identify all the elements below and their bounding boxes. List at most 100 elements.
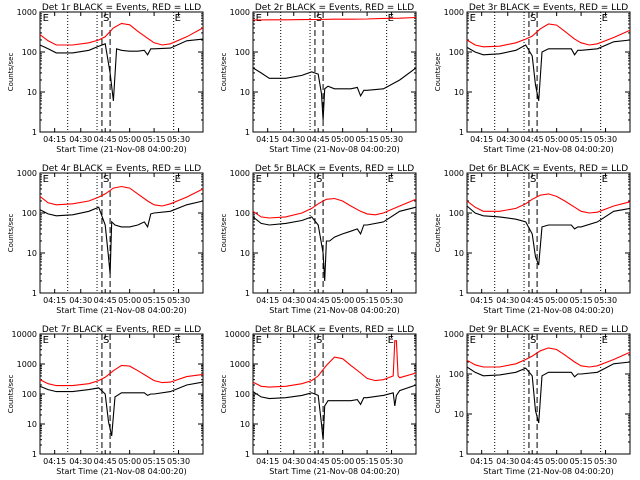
x-tick-label: 05:15 xyxy=(356,457,379,466)
event-marker-e: E xyxy=(43,335,49,346)
events-series-line xyxy=(252,67,417,121)
x-tick-label: 04:30 xyxy=(496,296,519,305)
x-tick-label: 04:45 xyxy=(521,457,544,466)
y-tick-label: 10 xyxy=(27,88,37,97)
y-tick-label: 10 xyxy=(240,420,250,429)
x-axis-label: Start Time (21-Nov-08 04:00:20) xyxy=(483,467,613,476)
y-tick-label: 1000 xyxy=(230,360,250,369)
x-axis-label: Start Time (21-Nov-08 04:00:20) xyxy=(483,145,613,154)
x-tick-label: 04:45 xyxy=(307,296,330,305)
y-tick-label: 1 xyxy=(32,450,37,459)
y-tick-label: 1000 xyxy=(17,169,37,178)
x-tick-label: 05:30 xyxy=(380,135,403,144)
plot-frame xyxy=(466,172,631,294)
x-tick-label: 04:45 xyxy=(94,457,117,466)
x-axis-label: Start Time (21-Nov-08 04:00:20) xyxy=(56,145,186,154)
y-tick-label: 100 xyxy=(235,48,250,57)
plot-frame xyxy=(39,333,204,455)
y-tick-label: 1000 xyxy=(17,8,37,17)
event-marker-e: E xyxy=(388,335,394,346)
y-axis-label: Counts/sec xyxy=(7,53,15,92)
y-tick-label: 1 xyxy=(245,289,250,298)
x-tick-label: 05:30 xyxy=(167,296,190,305)
event-marker-e: E xyxy=(602,13,608,24)
event-marker-e: E xyxy=(175,174,181,185)
event-marker-e: E xyxy=(256,174,262,185)
panel-title: Det 5r BLACK = Events, RED = LLD xyxy=(255,164,414,174)
events-series-line xyxy=(466,361,631,424)
y-axis-label: Counts/sec xyxy=(220,214,228,253)
x-axis-label: Start Time (21-Nov-08 04:00:20) xyxy=(269,145,399,154)
x-tick-label: 05:15 xyxy=(143,135,166,144)
events-series-line xyxy=(252,384,417,440)
y-tick-label: 1000 xyxy=(230,8,250,17)
y-tick-label: 10 xyxy=(454,88,464,97)
x-tick-label: 04:45 xyxy=(307,457,330,466)
x-tick-label: 05:30 xyxy=(167,135,190,144)
y-tick-label: 1 xyxy=(245,450,250,459)
x-tick-label: 04:15 xyxy=(43,457,66,466)
panel-title: Det 9r BLACK = Events, RED = LLD xyxy=(469,325,628,335)
x-axis-label: Start Time (21-Nov-08 04:00:20) xyxy=(56,306,186,315)
events-series-line xyxy=(39,38,204,101)
panel-det-1: Det 1r BLACK = Events, RED = LLD 1 10 100 10… xyxy=(7,3,204,154)
x-tick-label: 04:45 xyxy=(94,296,117,305)
y-tick-label: 10000 xyxy=(12,330,37,339)
x-tick-label: 04:45 xyxy=(94,135,117,144)
x-tick-label: 04:45 xyxy=(307,135,330,144)
y-tick-label: 10 xyxy=(240,88,250,97)
event-marker-e: E xyxy=(256,335,262,346)
event-marker-s: S xyxy=(316,13,322,24)
event-marker-e: E xyxy=(175,335,181,346)
y-tick-label: 100 xyxy=(22,390,37,399)
x-tick-label: 05:00 xyxy=(118,457,141,466)
y-axis-label: Counts/sec xyxy=(434,53,442,92)
y-axis-label: Counts/sec xyxy=(220,53,228,92)
panel-title: Det 3r BLACK = Events, RED = LLD xyxy=(469,3,628,13)
x-tick-label: 05:15 xyxy=(570,135,593,144)
panel-title: Det 1r BLACK = Events, RED = LLD xyxy=(42,3,201,13)
x-tick-label: 04:30 xyxy=(282,296,305,305)
y-tick-label: 1000 xyxy=(444,8,464,17)
panel-title: Det 2r BLACK = Events, RED = LLD xyxy=(255,3,414,13)
x-tick-label: 04:45 xyxy=(521,135,544,144)
y-tick-label: 1 xyxy=(32,128,37,137)
y-tick-label: 1 xyxy=(32,289,37,298)
y-tick-label: 100 xyxy=(235,209,250,218)
panel-title: Det 4r BLACK = Events, RED = LLD xyxy=(42,164,201,174)
lld-series-line xyxy=(252,197,417,219)
x-tick-label: 05:00 xyxy=(118,296,141,305)
y-tick-label: 1 xyxy=(459,128,464,137)
lld-series-line xyxy=(39,364,204,387)
x-tick-label: 04:15 xyxy=(256,135,279,144)
lld-series-line xyxy=(252,340,417,388)
x-tick-label: 05:15 xyxy=(356,135,379,144)
event-marker-e: E xyxy=(43,13,49,24)
x-tick-label: 05:15 xyxy=(143,457,166,466)
x-tick-label: 04:30 xyxy=(282,457,305,466)
plot-frame xyxy=(466,333,631,455)
event-marker-e: E xyxy=(470,13,476,24)
event-marker-s: S xyxy=(530,174,536,185)
x-tick-label: 05:15 xyxy=(143,296,166,305)
event-marker-s: S xyxy=(103,13,109,24)
panel-det-8: Det 8r BLACK = Events, RED = LLD 1 10 100 10… xyxy=(220,325,417,476)
panel-title: Det 8r BLACK = Events, RED = LLD xyxy=(255,325,414,335)
event-marker-e: E xyxy=(388,174,394,185)
y-tick-label: 1 xyxy=(459,450,464,459)
panel-det-9: Det 9r BLACK = Events, RED = LLD 1 10 100 10… xyxy=(434,325,631,476)
panel-det-3: Det 3r BLACK = Events, RED = LLD 1 10 100 10… xyxy=(434,3,631,154)
event-marker-s: S xyxy=(103,174,109,185)
event-marker-s: S xyxy=(316,335,322,346)
lld-series-line xyxy=(466,193,631,214)
event-marker-e: E xyxy=(602,335,608,346)
events-series-line xyxy=(39,200,204,274)
events-series-line xyxy=(252,206,417,282)
y-axis-label: Counts/sec xyxy=(434,375,442,414)
x-tick-label: 05:00 xyxy=(545,296,568,305)
plot-frame xyxy=(252,333,417,455)
y-tick-label: 100 xyxy=(449,209,464,218)
panel-det-6: Det 6r BLACK = Events, RED = LLD 1 10 100 10… xyxy=(434,164,631,315)
y-tick-label: 100 xyxy=(22,209,37,218)
